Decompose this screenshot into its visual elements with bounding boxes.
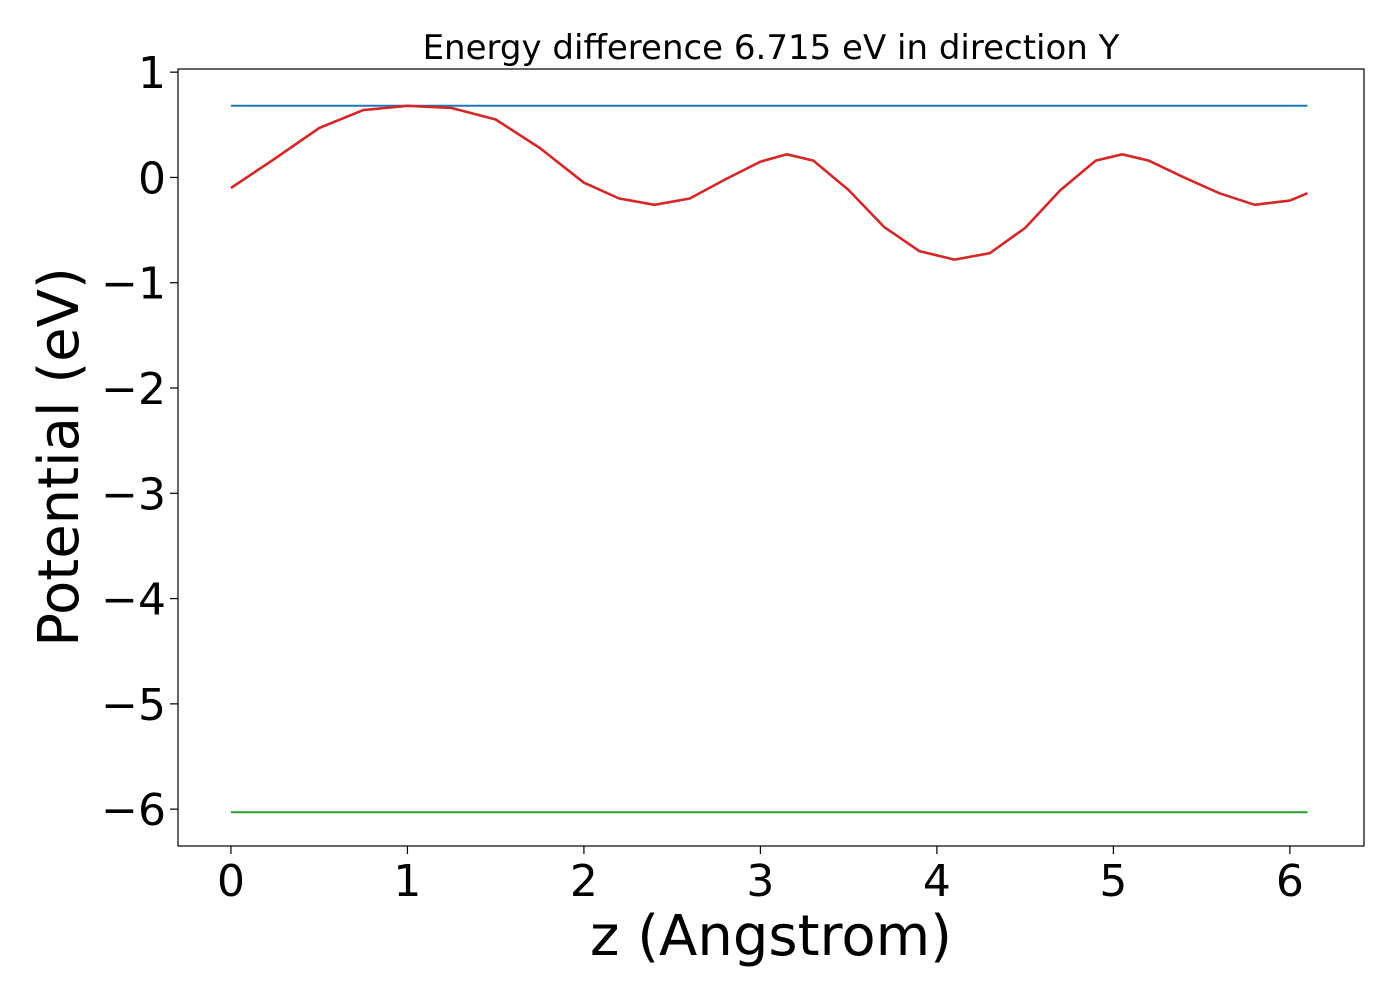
y-tick-label: −1: [101, 259, 166, 310]
y-axis-label: Potential (eV): [27, 267, 92, 647]
y-tick-label: −3: [101, 469, 166, 520]
x-tick-label: 6: [1276, 856, 1304, 907]
x-tick-label: 5: [1099, 856, 1127, 907]
x-axis-label: z (Angstrom): [590, 904, 952, 969]
x-tick-label: 4: [923, 856, 951, 907]
x-tick-label: 1: [393, 856, 421, 907]
y-tick-label: −2: [101, 364, 166, 415]
x-tick-label: 3: [746, 856, 774, 907]
y-tick-label: −6: [101, 785, 166, 836]
x-tick-label: 2: [570, 856, 598, 907]
y-tick-label: −4: [101, 575, 166, 626]
chart-title: Energy difference 6.715 eV in direction …: [423, 28, 1120, 68]
y-tick-label: −5: [101, 680, 166, 731]
series-line-3: [230, 104, 1309, 261]
plot-frame: [177, 68, 1365, 847]
x-axis: 0 1 2 3 4 5 6: [217, 846, 1304, 907]
y-axis: 1 0 −1 −2 −3 −4 −5 −6: [101, 48, 178, 836]
y-tick-label: 0: [138, 153, 166, 204]
x-tick-label: 0: [217, 856, 245, 907]
plot-area: [230, 104, 1309, 814]
y-tick-label: 1: [138, 48, 166, 99]
